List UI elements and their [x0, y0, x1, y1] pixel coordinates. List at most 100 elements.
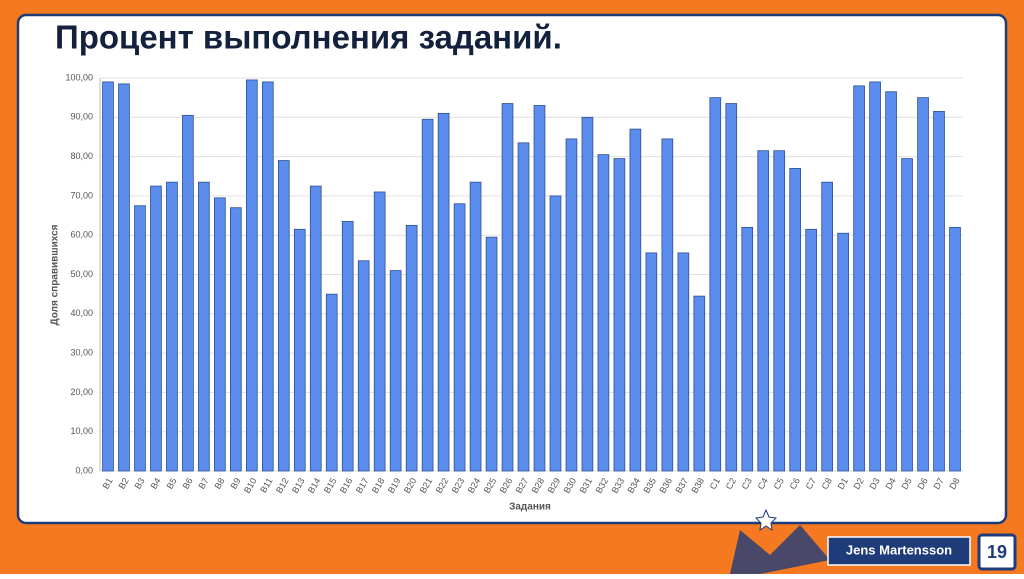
- bar: [261, 81, 274, 472]
- bar: [661, 138, 674, 472]
- bar: [709, 97, 722, 472]
- x-tick-label: C5: [772, 476, 786, 491]
- bar: [341, 221, 354, 472]
- bar: [693, 295, 706, 472]
- bar: [885, 91, 897, 472]
- y-tick-label: 30,00: [70, 347, 93, 357]
- bar: [437, 112, 450, 472]
- bar: [182, 114, 194, 472]
- bar: [533, 105, 546, 472]
- bar: [198, 181, 210, 472]
- bar: [214, 197, 226, 472]
- x-tick-label: D1: [836, 476, 850, 491]
- x-tick-label: C8: [820, 476, 834, 491]
- x-tick-label: B4: [149, 476, 163, 491]
- x-tick-label: D8: [947, 476, 961, 491]
- bar: [309, 185, 322, 472]
- y-tick-label: 20,00: [70, 387, 93, 397]
- x-tick-label: B3: [133, 476, 147, 491]
- x-tick-label: C7: [804, 476, 818, 491]
- x-tick-label: B5: [165, 476, 179, 491]
- x-tick-label: D4: [883, 476, 897, 491]
- bar: [581, 116, 594, 472]
- x-tick-label: C1: [708, 476, 722, 491]
- bar: [325, 293, 338, 472]
- bar: [725, 103, 738, 472]
- x-tick-label: D5: [899, 476, 913, 491]
- y-tick-label: 70,00: [70, 190, 93, 200]
- bar: [853, 85, 865, 472]
- bar: [677, 252, 690, 472]
- y-tick-label: 10,00: [70, 426, 93, 436]
- star: [754, 508, 778, 532]
- x-axis-title: Задания: [509, 502, 551, 513]
- bar: [150, 185, 162, 472]
- bar: [357, 260, 370, 472]
- x-tick-label: D6: [915, 476, 929, 491]
- bar: [933, 111, 945, 472]
- bar: [134, 205, 146, 472]
- bar: [949, 226, 961, 472]
- bar: [613, 158, 626, 472]
- bar: [166, 181, 178, 472]
- x-tick-label: D2: [851, 476, 865, 491]
- x-tick-label: C2: [724, 476, 738, 491]
- bar: [517, 142, 530, 472]
- bar: [741, 226, 754, 472]
- bar: [645, 252, 658, 472]
- y-tick-label: 100,00: [65, 72, 93, 82]
- author-box: [827, 536, 971, 566]
- bar: [629, 128, 642, 472]
- bar: [453, 203, 466, 472]
- x-tick-label: D7: [931, 476, 945, 491]
- x-tick-label: C6: [788, 476, 802, 491]
- bar: [293, 228, 306, 472]
- x-tick-label: B8: [212, 476, 226, 491]
- y-tick-label: 90,00: [70, 112, 93, 122]
- y-tick-label: 40,00: [70, 308, 93, 318]
- bar: [565, 138, 578, 472]
- y-axis-title: Доля справившихся: [50, 224, 61, 325]
- bar: [277, 160, 290, 472]
- bar: [230, 207, 242, 472]
- x-tick-label: C4: [756, 476, 770, 491]
- bar: [837, 232, 849, 472]
- bar: [102, 81, 114, 472]
- page-number: 19: [987, 542, 1007, 562]
- author: Jens Martensson: [846, 542, 952, 557]
- bar: [805, 228, 818, 472]
- page-box: [977, 533, 1017, 571]
- x-tick-label: B6: [181, 476, 195, 491]
- bar: [789, 167, 802, 472]
- bar: [501, 103, 514, 472]
- bar: [469, 181, 482, 472]
- bar: [757, 150, 770, 472]
- bar: [901, 158, 913, 472]
- y-tick-label: 60,00: [70, 230, 93, 240]
- bar: [821, 181, 833, 472]
- x-tick-label: B2: [117, 476, 131, 491]
- bar: [597, 154, 610, 472]
- bar: [118, 83, 130, 472]
- bar: [917, 97, 929, 472]
- y-tick-label: 50,00: [70, 269, 93, 279]
- bar: [869, 81, 881, 472]
- bar: [373, 191, 386, 472]
- bar: [549, 195, 562, 472]
- chart-title: Процент выполнения заданий.: [55, 19, 562, 56]
- bar: [421, 118, 434, 472]
- y-tick-label: 80,00: [70, 151, 93, 161]
- bar: [485, 236, 498, 472]
- x-tick-label: C3: [740, 476, 754, 491]
- y-tick-label: 0,00: [75, 465, 93, 475]
- bar: [245, 79, 258, 472]
- decoration: [730, 525, 830, 574]
- bar: [389, 270, 402, 472]
- x-tick-label: B7: [197, 476, 211, 491]
- x-tick-label: B1: [101, 476, 115, 491]
- bar: [773, 150, 786, 472]
- x-tick-label: B9: [228, 476, 242, 491]
- x-tick-label: D3: [867, 476, 881, 491]
